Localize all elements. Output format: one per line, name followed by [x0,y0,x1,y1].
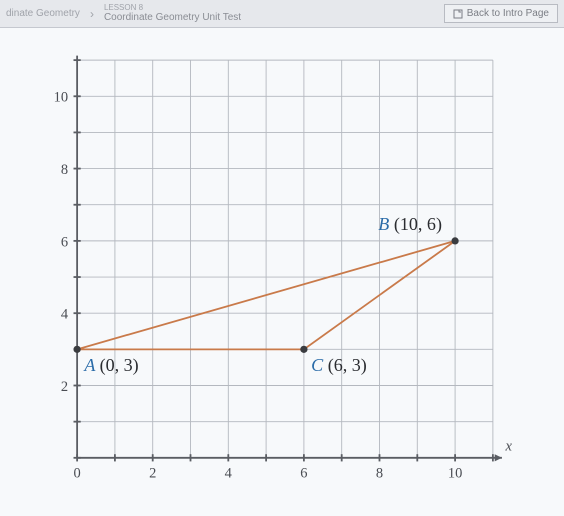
page-icon [453,9,463,19]
vertex-C [300,346,307,353]
svg-text:6: 6 [61,234,68,250]
svg-text:8: 8 [61,162,68,178]
chevron-right-icon: › [90,7,94,21]
vertex-label-C: C (6, 3) [311,355,367,376]
back-to-intro-button[interactable]: Back to Intro Page [444,4,558,23]
axes [74,56,502,462]
vertex-label-B: B (10, 6) [378,214,442,235]
svg-text:4: 4 [225,466,232,482]
svg-text:10: 10 [54,90,68,106]
svg-text:0: 0 [73,466,80,482]
vertex-label-A: A (0, 3) [83,355,138,376]
breadcrumb-course[interactable]: dinate Geometry [6,8,80,19]
coordinate-plot: 0246810246810 A (0, 3)B (10, 6)C (6, 3) … [50,48,520,488]
vertex-B [451,237,458,244]
lesson-number: LESSON 8 [104,4,241,13]
header-bar: dinate Geometry › LESSON 8 Coordinate Ge… [0,0,564,28]
svg-text:2: 2 [61,379,68,395]
point-labels: A (0, 3) B (10, 6) C (6, 3) [83,214,442,376]
vertex-A [74,346,81,353]
x-axis-label: x [505,439,513,455]
svg-text:6: 6 [300,466,307,482]
svg-text:4: 4 [61,307,68,323]
lesson-title: Coordinate Geometry Unit Test [104,12,241,23]
chart-area: 0246810246810 A (0, 3)B (10, 6)C (6, 3) … [0,28,564,516]
svg-text:10: 10 [448,466,462,482]
svg-text:8: 8 [376,466,383,482]
back-button-label: Back to Intro Page [467,8,549,19]
svg-text:2: 2 [149,466,156,482]
lesson-block: LESSON 8 Coordinate Geometry Unit Test [104,4,241,24]
